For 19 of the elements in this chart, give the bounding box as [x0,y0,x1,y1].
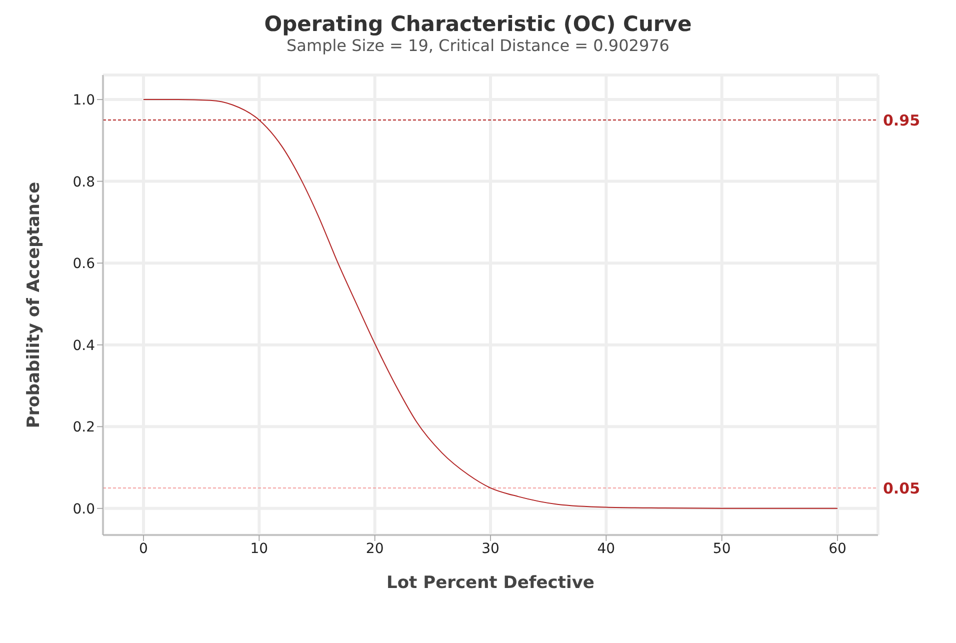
x-tick-label: 50 [712,540,731,557]
x-tick-label: 10 [250,540,268,557]
y-tick-label: 0.0 [72,501,95,518]
chart-subtitle: Sample Size = 19, Critical Distance = 0.902976 [286,36,670,55]
x-axis-title: Lot Percent Defective [386,573,594,593]
x-tick-label: 40 [597,540,616,557]
y-tick-label: 0.4 [72,338,96,354]
chart-title: Operating Characteristic (OC) Curve [263,12,693,36]
x-tick-label: 60 [828,540,846,557]
y-tick-label: 0.8 [72,174,95,190]
ref-line-label: 0.05 [883,479,920,498]
x-tick-label: 20 [366,540,384,557]
y-tick-label: 0.2 [72,420,95,436]
ref-line-label: 0.95 [883,111,920,130]
x-tick-label: 0 [139,540,148,557]
y-axis-title: Probability of Acceptance [24,182,44,428]
y-tick-label: 0.6 [72,256,96,272]
y-tick-label: 1.0 [72,92,95,109]
x-tick-label: 30 [482,540,500,557]
